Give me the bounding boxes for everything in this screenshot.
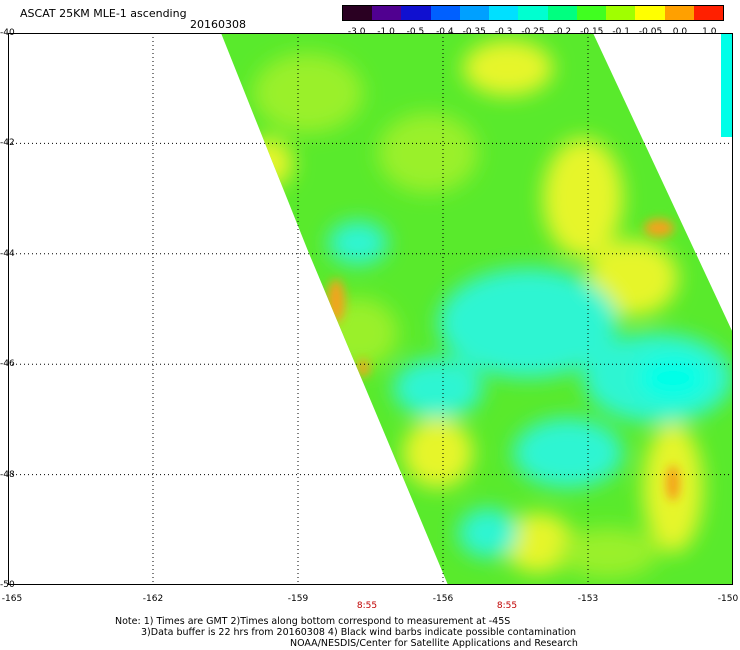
time-label: 8:55 <box>356 601 378 611</box>
color-swatch <box>547 6 577 20</box>
wind-cell <box>357 359 369 377</box>
plot-frame <box>8 33 733 585</box>
wind-cell <box>327 279 345 323</box>
color-swatch <box>635 6 665 20</box>
color-scale-label: -0.2 <box>553 27 572 37</box>
color-swatch <box>401 6 431 20</box>
wind-cell <box>543 138 623 258</box>
color-swatch <box>489 6 519 20</box>
longitude-label: -153 <box>577 594 599 604</box>
color-scale-label: -0.15 <box>580 27 604 37</box>
adjacent-swath-edge <box>721 33 733 137</box>
latitude-label: -50 <box>0 580 15 590</box>
wind-cell <box>403 418 473 488</box>
color-swatch <box>518 6 548 20</box>
color-scale-label: -0.5 <box>406 27 425 37</box>
wind-cell <box>458 508 518 558</box>
product-title: ASCAT 25KM MLE-1 ascending <box>20 7 187 20</box>
longitude-label: -159 <box>287 594 309 604</box>
latitude-label: -44 <box>0 248 15 259</box>
wind-cell <box>513 418 623 488</box>
color-scale-bar <box>342 5 724 21</box>
latitude-label: -42 <box>0 138 15 149</box>
color-scale-label: 1.0 <box>702 27 717 37</box>
wind-cell <box>666 465 680 501</box>
note-line-1: Note: 1) Times are GMT 2)Times along bot… <box>115 616 511 627</box>
latitude-label: -48 <box>0 469 15 480</box>
wind-cell <box>438 268 618 378</box>
scatterometer-swath <box>221 33 733 585</box>
wind-map-plot <box>8 33 733 585</box>
latitude-label: -40 <box>0 28 15 38</box>
color-swatch <box>576 6 607 20</box>
wind-cell <box>378 113 478 193</box>
color-swatch <box>372 6 402 20</box>
wind-cell <box>588 240 678 316</box>
wind-cell <box>243 138 293 188</box>
longitude-label: -156 <box>432 594 454 604</box>
note-line-3: NOAA/NESDIS/Center for Satellite Applica… <box>290 638 578 649</box>
wind-cell <box>644 219 674 237</box>
lat-lon-grid <box>8 33 733 585</box>
color-scale-label: -0.1 <box>612 27 630 37</box>
time-label: 8:55 <box>496 601 518 611</box>
color-scale-label: -0.05 <box>638 27 663 37</box>
color-swatch <box>459 6 490 20</box>
color-scale-label: -0.4 <box>436 27 454 37</box>
color-scale-label: -1.0 <box>377 27 395 37</box>
color-scale-label: -0.25 <box>521 27 545 37</box>
longitude-label: -162 <box>142 594 164 604</box>
note-line-2: 3)Data buffer is 22 hrs from 20160308 4)… <box>141 627 577 638</box>
longitude-label: -165 <box>1 594 23 604</box>
product-date: 20160308 <box>190 18 246 31</box>
latitude-label: -46 <box>0 359 15 370</box>
wind-cell <box>503 513 573 573</box>
color-swatch <box>343 6 373 20</box>
color-scale-label: -0.3 <box>494 27 513 37</box>
color-swatch <box>664 6 694 20</box>
wind-cell <box>558 528 658 578</box>
color-swatch <box>693 6 724 20</box>
wind-cell <box>638 356 708 400</box>
wind-cell <box>318 298 398 368</box>
longitude-label: -150 <box>717 594 739 604</box>
color-scale-label: 0.0 <box>672 27 688 37</box>
color-swatch <box>606 6 636 20</box>
wind-cell <box>463 40 553 96</box>
color-scale-label: -0.35 <box>462 27 486 37</box>
wind-cell <box>393 358 483 418</box>
color-swatch <box>430 6 460 20</box>
wind-cell <box>328 221 388 265</box>
color-scale-label: -3.0 <box>347 27 366 37</box>
wind-cell <box>253 53 363 133</box>
